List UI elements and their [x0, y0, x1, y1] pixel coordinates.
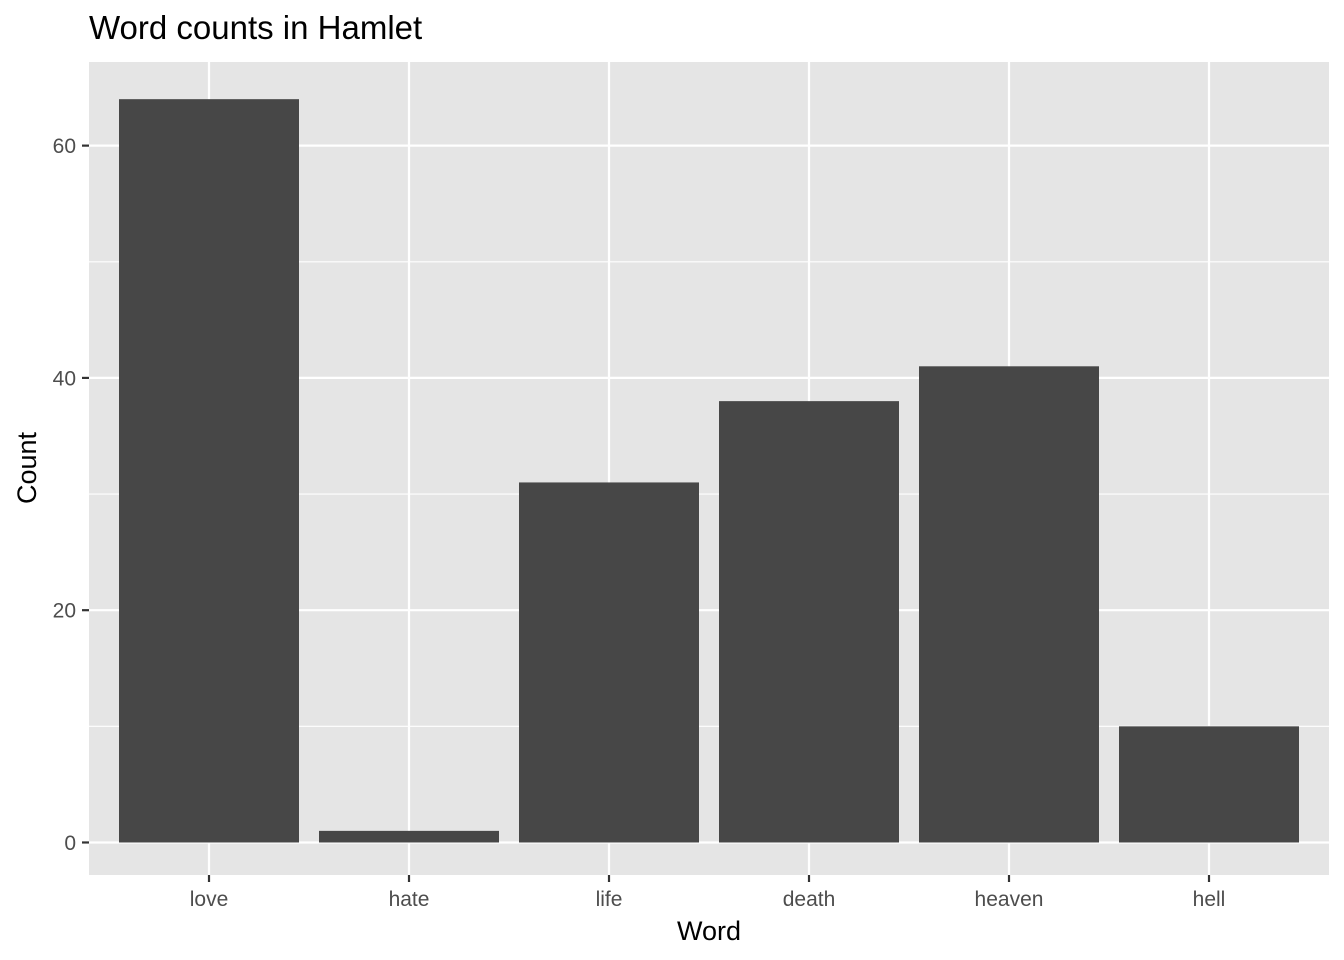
bars: [119, 99, 1299, 843]
bar-life: [519, 482, 699, 843]
bar-heaven: [919, 366, 1099, 843]
y-tick-label: 40: [53, 367, 76, 390]
y-tick-label: 0: [64, 832, 76, 855]
x-tick-label: hell: [1193, 888, 1226, 911]
y-tick-label: 60: [53, 135, 76, 158]
bar-hell: [1119, 726, 1299, 843]
y-axis: 0 20 40 60: [53, 135, 89, 855]
bar-death: [719, 401, 899, 843]
bar-love: [119, 99, 299, 843]
x-tick-label: hate: [389, 888, 430, 911]
y-axis-title: Count: [12, 431, 42, 504]
bar-hate: [319, 830, 499, 843]
x-tick-label: heaven: [975, 888, 1044, 911]
x-axis-title: Word: [677, 916, 741, 946]
y-tick-label: 20: [53, 600, 76, 623]
chart-title: Word counts in Hamlet: [89, 9, 422, 46]
x-tick-label: love: [190, 888, 229, 911]
x-axis: love hate life death heaven hell: [190, 875, 1226, 911]
x-tick-label: death: [783, 888, 836, 911]
x-tick-label: life: [596, 888, 623, 911]
